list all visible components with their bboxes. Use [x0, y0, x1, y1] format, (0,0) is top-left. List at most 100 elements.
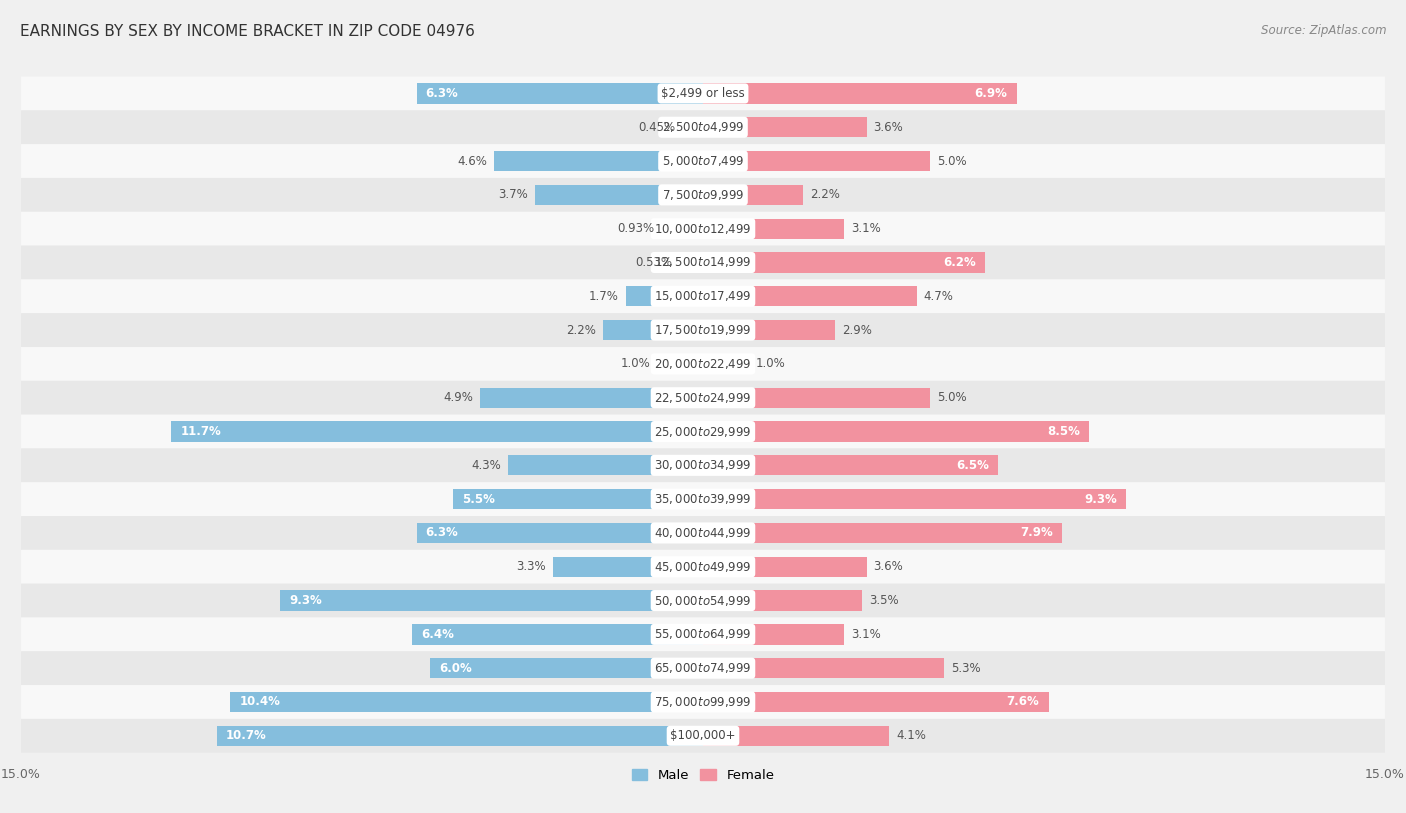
Bar	[703, 83, 1017, 103]
Bar	[553, 557, 703, 577]
Text: 9.3%: 9.3%	[1084, 493, 1116, 506]
FancyBboxPatch shape	[21, 347, 1385, 380]
Bar	[703, 252, 984, 272]
Text: $17,500 to $19,999: $17,500 to $19,999	[654, 323, 752, 337]
Text: $100,000+: $100,000+	[671, 729, 735, 742]
Text: 2.2%: 2.2%	[810, 189, 839, 202]
FancyBboxPatch shape	[21, 144, 1385, 178]
Text: 3.5%: 3.5%	[869, 594, 898, 607]
Text: 4.6%: 4.6%	[457, 154, 486, 167]
Text: 3.3%: 3.3%	[516, 560, 546, 573]
Text: 9.3%: 9.3%	[290, 594, 322, 607]
Text: 4.1%: 4.1%	[896, 729, 927, 742]
Bar	[416, 523, 703, 543]
FancyBboxPatch shape	[21, 178, 1385, 211]
FancyBboxPatch shape	[21, 651, 1385, 685]
Text: 1.0%: 1.0%	[755, 358, 785, 371]
FancyBboxPatch shape	[21, 76, 1385, 111]
Text: 7.9%: 7.9%	[1021, 527, 1053, 540]
Text: 6.3%: 6.3%	[426, 87, 458, 100]
Text: 0.93%: 0.93%	[617, 222, 654, 235]
Text: $15,000 to $17,499: $15,000 to $17,499	[654, 289, 752, 303]
Bar	[703, 692, 1049, 712]
Text: 6.2%: 6.2%	[943, 256, 976, 269]
Bar	[172, 421, 703, 441]
Bar	[508, 455, 703, 476]
Text: $55,000 to $64,999: $55,000 to $64,999	[654, 628, 752, 641]
Text: EARNINGS BY SEX BY INCOME BRACKET IN ZIP CODE 04976: EARNINGS BY SEX BY INCOME BRACKET IN ZIP…	[20, 24, 475, 39]
Bar	[430, 658, 703, 678]
Bar	[703, 185, 803, 205]
FancyBboxPatch shape	[21, 246, 1385, 280]
Text: 6.5%: 6.5%	[956, 459, 990, 472]
Text: 4.7%: 4.7%	[924, 289, 953, 302]
Bar	[703, 117, 866, 137]
FancyBboxPatch shape	[21, 415, 1385, 449]
FancyBboxPatch shape	[21, 550, 1385, 584]
Bar	[412, 624, 703, 645]
Text: $2,499 or less: $2,499 or less	[661, 87, 745, 100]
Text: 11.7%: 11.7%	[180, 425, 221, 438]
Bar	[280, 590, 703, 611]
Bar	[217, 726, 703, 746]
Bar	[682, 117, 703, 137]
Text: 2.9%: 2.9%	[842, 324, 872, 337]
Text: $12,500 to $14,999: $12,500 to $14,999	[654, 255, 752, 269]
FancyBboxPatch shape	[21, 685, 1385, 719]
Bar	[626, 286, 703, 307]
Text: 5.0%: 5.0%	[938, 391, 967, 404]
FancyBboxPatch shape	[21, 111, 1385, 144]
Text: $20,000 to $22,499: $20,000 to $22,499	[654, 357, 752, 371]
Bar	[703, 219, 844, 239]
Text: 0.45%: 0.45%	[638, 121, 676, 134]
Bar	[231, 692, 703, 712]
Text: 6.4%: 6.4%	[422, 628, 454, 641]
Bar	[481, 388, 703, 408]
Bar	[703, 658, 943, 678]
Text: 8.5%: 8.5%	[1047, 425, 1080, 438]
Bar	[494, 151, 703, 172]
Text: 0.53%: 0.53%	[636, 256, 672, 269]
Bar	[703, 151, 931, 172]
Bar	[658, 354, 703, 374]
Text: 5.3%: 5.3%	[950, 662, 980, 675]
Text: 1.0%: 1.0%	[621, 358, 651, 371]
Text: $7,500 to $9,999: $7,500 to $9,999	[662, 188, 744, 202]
Text: 1.7%: 1.7%	[589, 289, 619, 302]
FancyBboxPatch shape	[21, 380, 1385, 415]
Text: 5.5%: 5.5%	[463, 493, 495, 506]
FancyBboxPatch shape	[21, 313, 1385, 347]
Text: $45,000 to $49,999: $45,000 to $49,999	[654, 560, 752, 574]
Bar	[703, 388, 931, 408]
Bar	[703, 557, 866, 577]
Text: 6.0%: 6.0%	[439, 662, 472, 675]
Text: Source: ZipAtlas.com: Source: ZipAtlas.com	[1261, 24, 1386, 37]
Bar	[661, 219, 703, 239]
Bar	[534, 185, 703, 205]
Text: $10,000 to $12,499: $10,000 to $12,499	[654, 222, 752, 236]
Bar	[679, 252, 703, 272]
Bar	[703, 726, 890, 746]
Bar	[603, 320, 703, 341]
FancyBboxPatch shape	[21, 584, 1385, 618]
Text: 3.1%: 3.1%	[851, 222, 880, 235]
Text: $2,500 to $4,999: $2,500 to $4,999	[662, 120, 744, 134]
Text: $35,000 to $39,999: $35,000 to $39,999	[654, 492, 752, 506]
Text: 7.6%: 7.6%	[1007, 695, 1039, 708]
Text: $30,000 to $34,999: $30,000 to $34,999	[654, 459, 752, 472]
Text: 4.9%: 4.9%	[443, 391, 474, 404]
Text: $50,000 to $54,999: $50,000 to $54,999	[654, 593, 752, 607]
FancyBboxPatch shape	[21, 449, 1385, 482]
Text: 3.6%: 3.6%	[873, 121, 903, 134]
Bar	[703, 590, 862, 611]
Text: $75,000 to $99,999: $75,000 to $99,999	[654, 695, 752, 709]
Text: 10.4%: 10.4%	[239, 695, 280, 708]
Text: $25,000 to $29,999: $25,000 to $29,999	[654, 424, 752, 438]
Text: 10.7%: 10.7%	[226, 729, 266, 742]
Bar	[453, 489, 703, 509]
Text: $65,000 to $74,999: $65,000 to $74,999	[654, 661, 752, 675]
FancyBboxPatch shape	[21, 211, 1385, 246]
FancyBboxPatch shape	[21, 482, 1385, 516]
Text: 5.0%: 5.0%	[938, 154, 967, 167]
Bar	[703, 320, 835, 341]
